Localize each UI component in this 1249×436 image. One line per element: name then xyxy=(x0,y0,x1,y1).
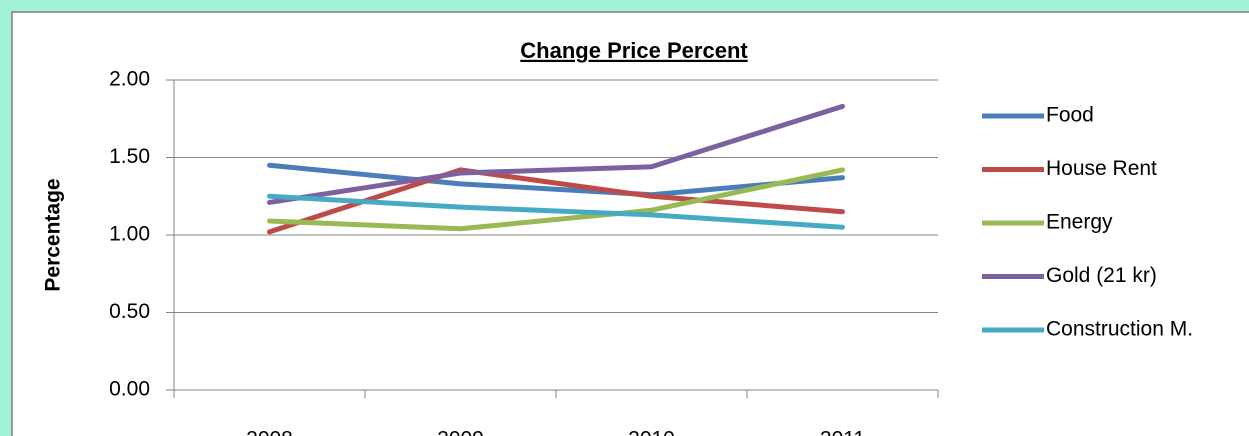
legend-label: Construction M. xyxy=(1046,318,1193,341)
chart-title: Change Price Percent xyxy=(520,38,748,63)
x-tick-label: 2009 xyxy=(437,428,484,436)
legend-label: House Rent xyxy=(1046,157,1157,180)
x-tick-label: 2008 xyxy=(246,428,293,436)
y-tick-label: 1.00 xyxy=(109,223,150,246)
x-tick-label: 2011 xyxy=(820,428,865,436)
x-tick-label: 2010 xyxy=(628,428,675,436)
y-tick-label: 0.00 xyxy=(109,378,150,401)
y-axis-label: Percentage xyxy=(42,178,65,291)
series-line xyxy=(267,103,845,205)
legend-label: Energy xyxy=(1046,211,1113,234)
series-line xyxy=(267,193,845,230)
y-tick-label: 0.50 xyxy=(109,300,150,323)
y-tick-label: 2.00 xyxy=(109,68,150,91)
legend-label: Gold (21 kr) xyxy=(1046,264,1157,287)
series-line xyxy=(267,167,845,232)
series-line xyxy=(267,162,845,198)
y-tick-label: 1.50 xyxy=(109,145,150,168)
legend-label: Food xyxy=(1046,104,1094,127)
